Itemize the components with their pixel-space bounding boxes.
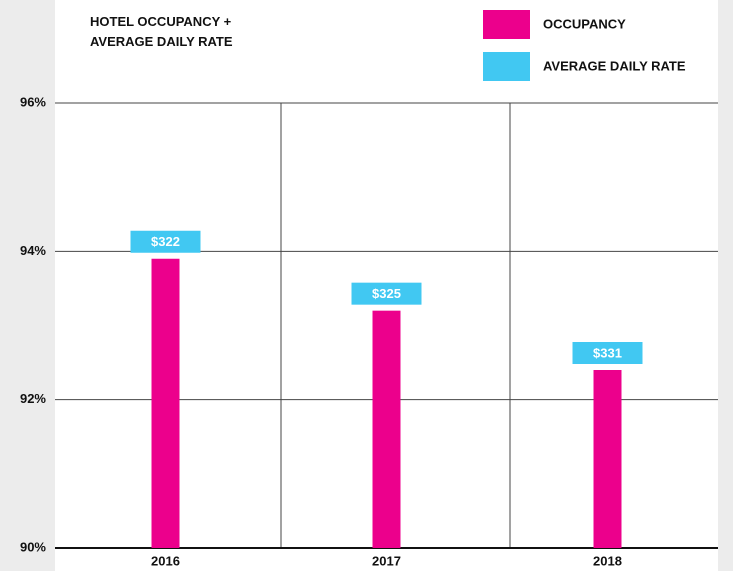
rate-label: $325 (372, 286, 401, 301)
bar (151, 258, 180, 548)
bar (593, 370, 622, 548)
legend-label: OCCUPANCY (543, 16, 626, 31)
rate-label: $322 (151, 234, 180, 249)
legend-label: AVERAGE DAILY RATE (543, 58, 686, 73)
x-tick-label: 2016 (151, 553, 180, 568)
rate-label: $331 (593, 345, 622, 360)
legend-swatch (483, 52, 530, 81)
y-tick-label: 92% (20, 391, 46, 406)
rate-label-box (130, 230, 201, 253)
x-tick-label: 2017 (372, 553, 401, 568)
y-tick-label: 94% (20, 243, 46, 258)
x-tick-label: 2018 (593, 553, 622, 568)
chart-title: HOTEL OCCUPANCY + AVERAGE DAILY RATE (90, 14, 233, 49)
y-tick-label: 96% (20, 94, 46, 109)
legend-swatch (483, 10, 530, 39)
y-tick-label: 90% (20, 539, 46, 554)
bar (372, 310, 401, 548)
rate-label-box (572, 342, 643, 364)
rate-label-box (351, 282, 422, 305)
